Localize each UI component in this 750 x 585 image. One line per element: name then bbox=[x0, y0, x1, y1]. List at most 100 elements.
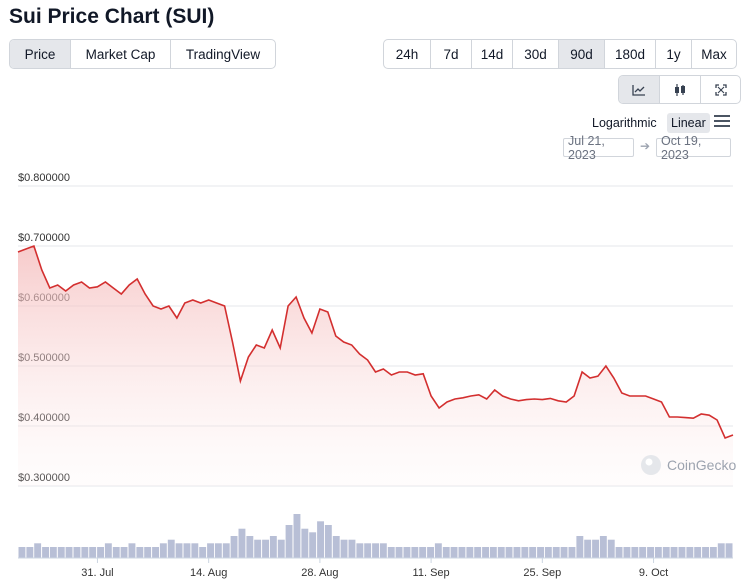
tab-market-cap[interactable]: Market Cap bbox=[70, 40, 170, 68]
volume-bar bbox=[521, 547, 529, 558]
range-180d-button[interactable]: 180d bbox=[604, 40, 655, 68]
volume-bar bbox=[482, 547, 489, 558]
volume-bar bbox=[254, 539, 262, 558]
coingecko-watermark: CoinGecko bbox=[641, 455, 736, 475]
volume-bar bbox=[324, 525, 332, 558]
chart-type-tabs bbox=[618, 75, 741, 104]
volume-bar bbox=[529, 547, 537, 558]
volume-bar bbox=[120, 547, 128, 558]
volume-bar bbox=[631, 547, 639, 558]
volume-bar bbox=[18, 547, 26, 558]
volume-bar bbox=[450, 547, 458, 558]
volume-bar bbox=[442, 547, 450, 558]
volume-bar bbox=[513, 547, 521, 558]
x-tick-label: 25. Sep bbox=[523, 567, 561, 579]
volume-bar bbox=[301, 528, 309, 558]
volume-bar bbox=[332, 536, 340, 558]
volume-bar bbox=[191, 543, 199, 558]
range-7d-button[interactable]: 7d bbox=[430, 40, 471, 68]
volume-bar bbox=[214, 543, 222, 558]
y-tick-label: $0.700000 bbox=[18, 232, 70, 244]
volume-bar bbox=[725, 543, 733, 558]
tab-tradingview[interactable]: TradingView bbox=[170, 40, 275, 68]
volume-bar bbox=[639, 547, 647, 558]
volume-bar bbox=[104, 543, 112, 558]
x-tick-label: 31. Jul bbox=[81, 567, 113, 579]
volume-bar bbox=[717, 543, 725, 558]
date-from-input[interactable]: Jul 21, 2023 bbox=[563, 134, 634, 162]
volume-bar bbox=[230, 536, 238, 558]
menu-icon[interactable] bbox=[714, 114, 730, 128]
range-14d-button[interactable]: 14d bbox=[471, 40, 512, 68]
volume-bar bbox=[175, 543, 183, 558]
line-chart-button[interactable] bbox=[619, 76, 659, 103]
linear-scale-button[interactable]: Linear bbox=[667, 113, 710, 133]
volume-bar bbox=[560, 547, 568, 558]
volume-bar bbox=[592, 539, 599, 558]
logarithmic-scale-button[interactable]: Logarithmic bbox=[592, 116, 657, 130]
volume-bar bbox=[128, 543, 136, 558]
volume-bar bbox=[623, 547, 631, 558]
volume-bar bbox=[576, 536, 584, 558]
volume-bar bbox=[340, 539, 348, 558]
volume-bar bbox=[419, 547, 427, 558]
date-to-input[interactable]: Oct 19, 2023 bbox=[656, 134, 731, 162]
volume-bar bbox=[183, 543, 191, 558]
volume-bar bbox=[293, 514, 301, 558]
volume-bar bbox=[42, 547, 49, 558]
volume-bar bbox=[458, 547, 466, 558]
price-chart: $0.800000$0.700000$0.600000$0.500000$0.4… bbox=[17, 172, 736, 579]
volume-bar bbox=[364, 543, 372, 558]
volume-bar bbox=[285, 525, 293, 558]
volume-bar bbox=[395, 547, 403, 558]
range-30d-button[interactable]: 30d bbox=[512, 40, 558, 68]
volume-bar bbox=[144, 547, 152, 558]
x-axis-labels: 31. Jul 14. Aug 28. Aug 11. Sep 25. Sep 9. Oc… bbox=[81, 558, 668, 579]
volume-bar bbox=[434, 543, 442, 558]
volume-bar bbox=[356, 543, 364, 558]
volume-bar bbox=[73, 547, 81, 558]
volume-bar bbox=[552, 547, 560, 558]
volume-bar bbox=[654, 547, 662, 558]
range-90d-button[interactable]: 90d bbox=[558, 40, 604, 68]
range-max-button[interactable]: Max bbox=[691, 40, 736, 68]
volume-bar bbox=[411, 547, 419, 558]
range-tabs: 24h 7d 14d 30d 90d 180d 1y Max bbox=[383, 39, 737, 69]
expand-button[interactable] bbox=[700, 76, 740, 103]
volume-bar bbox=[348, 539, 356, 558]
candlestick-icon bbox=[675, 83, 685, 96]
volume-bar bbox=[65, 547, 73, 558]
volume-bar bbox=[568, 547, 576, 558]
volume-bar bbox=[694, 547, 702, 558]
volume-bar bbox=[277, 539, 285, 558]
volume-bar bbox=[686, 547, 694, 558]
volume-bars bbox=[18, 514, 733, 558]
volume-bar bbox=[379, 543, 387, 558]
volume-bar bbox=[474, 547, 482, 558]
volume-bar bbox=[34, 543, 42, 558]
arrow-right-icon: ➔ bbox=[640, 139, 651, 153]
volume-bar bbox=[49, 547, 57, 558]
price-area bbox=[18, 246, 733, 486]
price-line bbox=[17, 244, 734, 440]
volume-bar bbox=[678, 547, 686, 558]
volume-bar bbox=[702, 547, 709, 558]
tab-price[interactable]: Price bbox=[10, 40, 70, 68]
x-tick-label: 28. Aug bbox=[301, 567, 338, 579]
expand-icon bbox=[714, 83, 727, 96]
volume-bar bbox=[81, 547, 89, 558]
volume-bar bbox=[167, 539, 175, 558]
volume-bar bbox=[466, 547, 474, 558]
volume-bar bbox=[317, 521, 324, 558]
volume-bar bbox=[427, 547, 434, 558]
volume-bar bbox=[497, 547, 505, 558]
volume-bar bbox=[89, 547, 97, 558]
candlestick-button[interactable] bbox=[659, 76, 700, 103]
range-1y-button[interactable]: 1y bbox=[655, 40, 691, 68]
volume-bar bbox=[159, 543, 167, 558]
x-tick-label: 9. Oct bbox=[639, 567, 668, 579]
volume-bar bbox=[57, 547, 65, 558]
range-24h-button[interactable]: 24h bbox=[395, 46, 419, 62]
page-title: Sui Price Chart (SUI) bbox=[9, 5, 215, 28]
view-tabs: Price Market Cap TradingView bbox=[9, 39, 276, 69]
